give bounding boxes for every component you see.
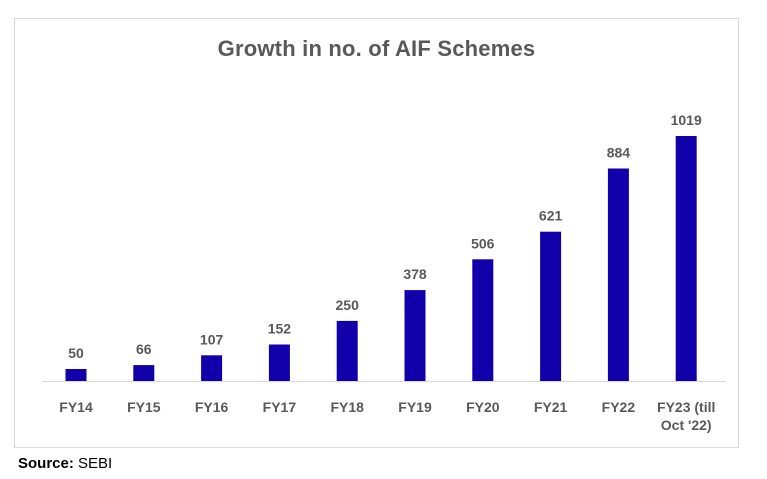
- chart-title: Growth in no. of AIF Schemes: [217, 36, 536, 61]
- x-tick-label: FY23 (till: [657, 399, 715, 415]
- bar: [472, 259, 494, 381]
- data-label: 621: [539, 208, 563, 224]
- bar: [65, 369, 87, 381]
- data-label: 1019: [671, 112, 702, 128]
- x-tick-label: FY19: [398, 399, 432, 415]
- data-label: 250: [336, 297, 360, 313]
- bar: [404, 290, 426, 381]
- bar: [268, 344, 290, 381]
- source-label: Source:: [18, 455, 74, 472]
- data-label: 378: [403, 266, 427, 282]
- data-label: 152: [268, 321, 292, 337]
- x-tick-label: FY15: [127, 399, 161, 415]
- bar: [607, 168, 629, 381]
- x-tick-label: FY16: [195, 399, 229, 415]
- data-label: 506: [471, 235, 495, 251]
- x-tick-label: Oct '22): [661, 417, 712, 433]
- x-tick-label: FY17: [263, 399, 297, 415]
- bar: [540, 231, 562, 381]
- chart-frame: Growth in no. of AIF Schemes 50 FY14 66 FY1…: [14, 18, 739, 448]
- data-label: 66: [136, 341, 152, 357]
- x-tick-label: FY20: [466, 399, 500, 415]
- bar: [336, 320, 358, 381]
- bar: [133, 365, 155, 381]
- data-label: 107: [200, 331, 224, 347]
- x-tick-label: FY21: [534, 399, 568, 415]
- data-label: 50: [68, 345, 84, 361]
- source-note: Source: SEBI: [18, 455, 112, 472]
- bar: [201, 355, 223, 381]
- x-tick-label: FY14: [59, 399, 93, 415]
- bar-chart: 50 FY14 66 FY15 107 FY16 152 FY17 250 FY18 378 FY19…: [42, 112, 726, 433]
- data-label: 884: [607, 145, 631, 161]
- x-tick-label: FY22: [602, 399, 636, 415]
- x-tick-label: FY18: [330, 399, 364, 415]
- source-value: SEBI: [73, 455, 113, 472]
- bar: [675, 136, 697, 381]
